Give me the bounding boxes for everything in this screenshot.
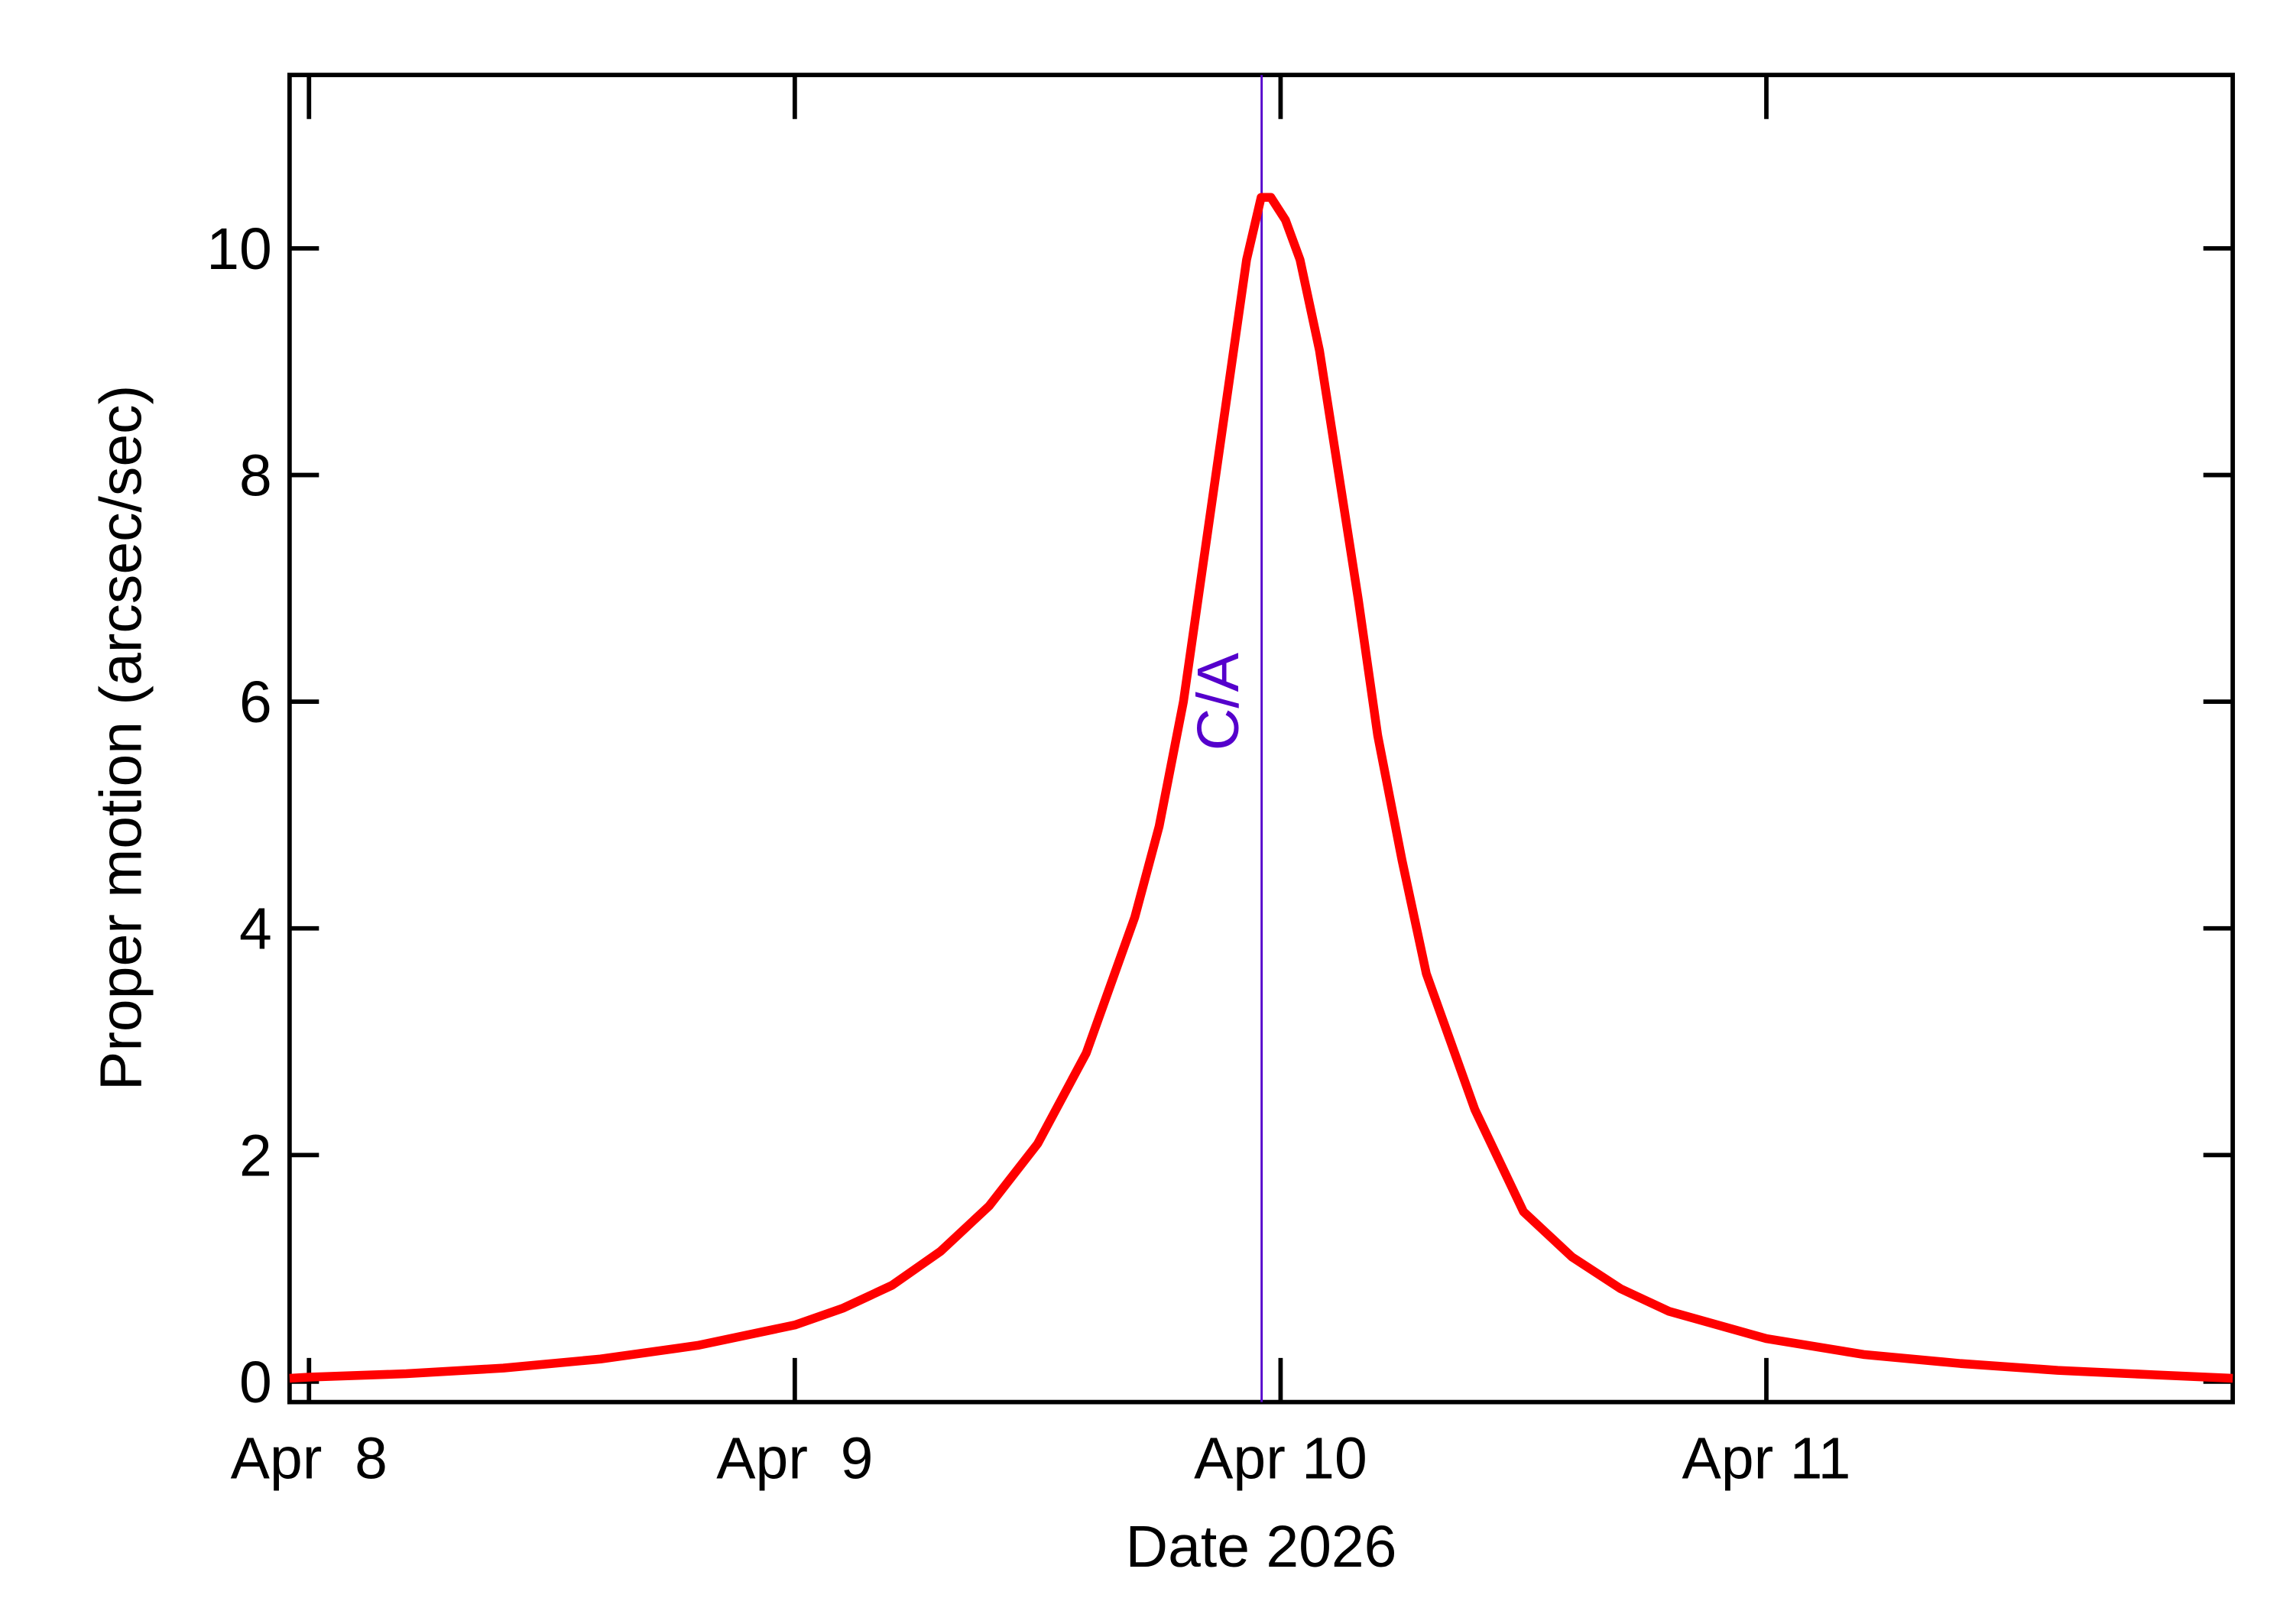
y-tick-label: 2 (239, 1123, 272, 1188)
x-tick-label: Apr 9 (716, 1426, 873, 1492)
x-tick-label: Apr 10 (1194, 1426, 1367, 1492)
closest-approach-label: C/A (1185, 652, 1251, 750)
y-tick-label: 8 (239, 442, 272, 508)
y-tick-label: 0 (239, 1350, 272, 1415)
x-tick-label: Apr 11 (1682, 1426, 1851, 1492)
y-tick-label: 6 (239, 669, 272, 735)
x-tick-label: Apr 8 (231, 1426, 388, 1492)
y-axis-label: Proper motion (arcsec/sec) (89, 385, 154, 1091)
y-tick-label: 4 (239, 896, 272, 962)
y-tick-label: 10 (206, 216, 272, 282)
series-line (289, 193, 2233, 1383)
x-axis-label: Date 2026 (1126, 1514, 1397, 1580)
